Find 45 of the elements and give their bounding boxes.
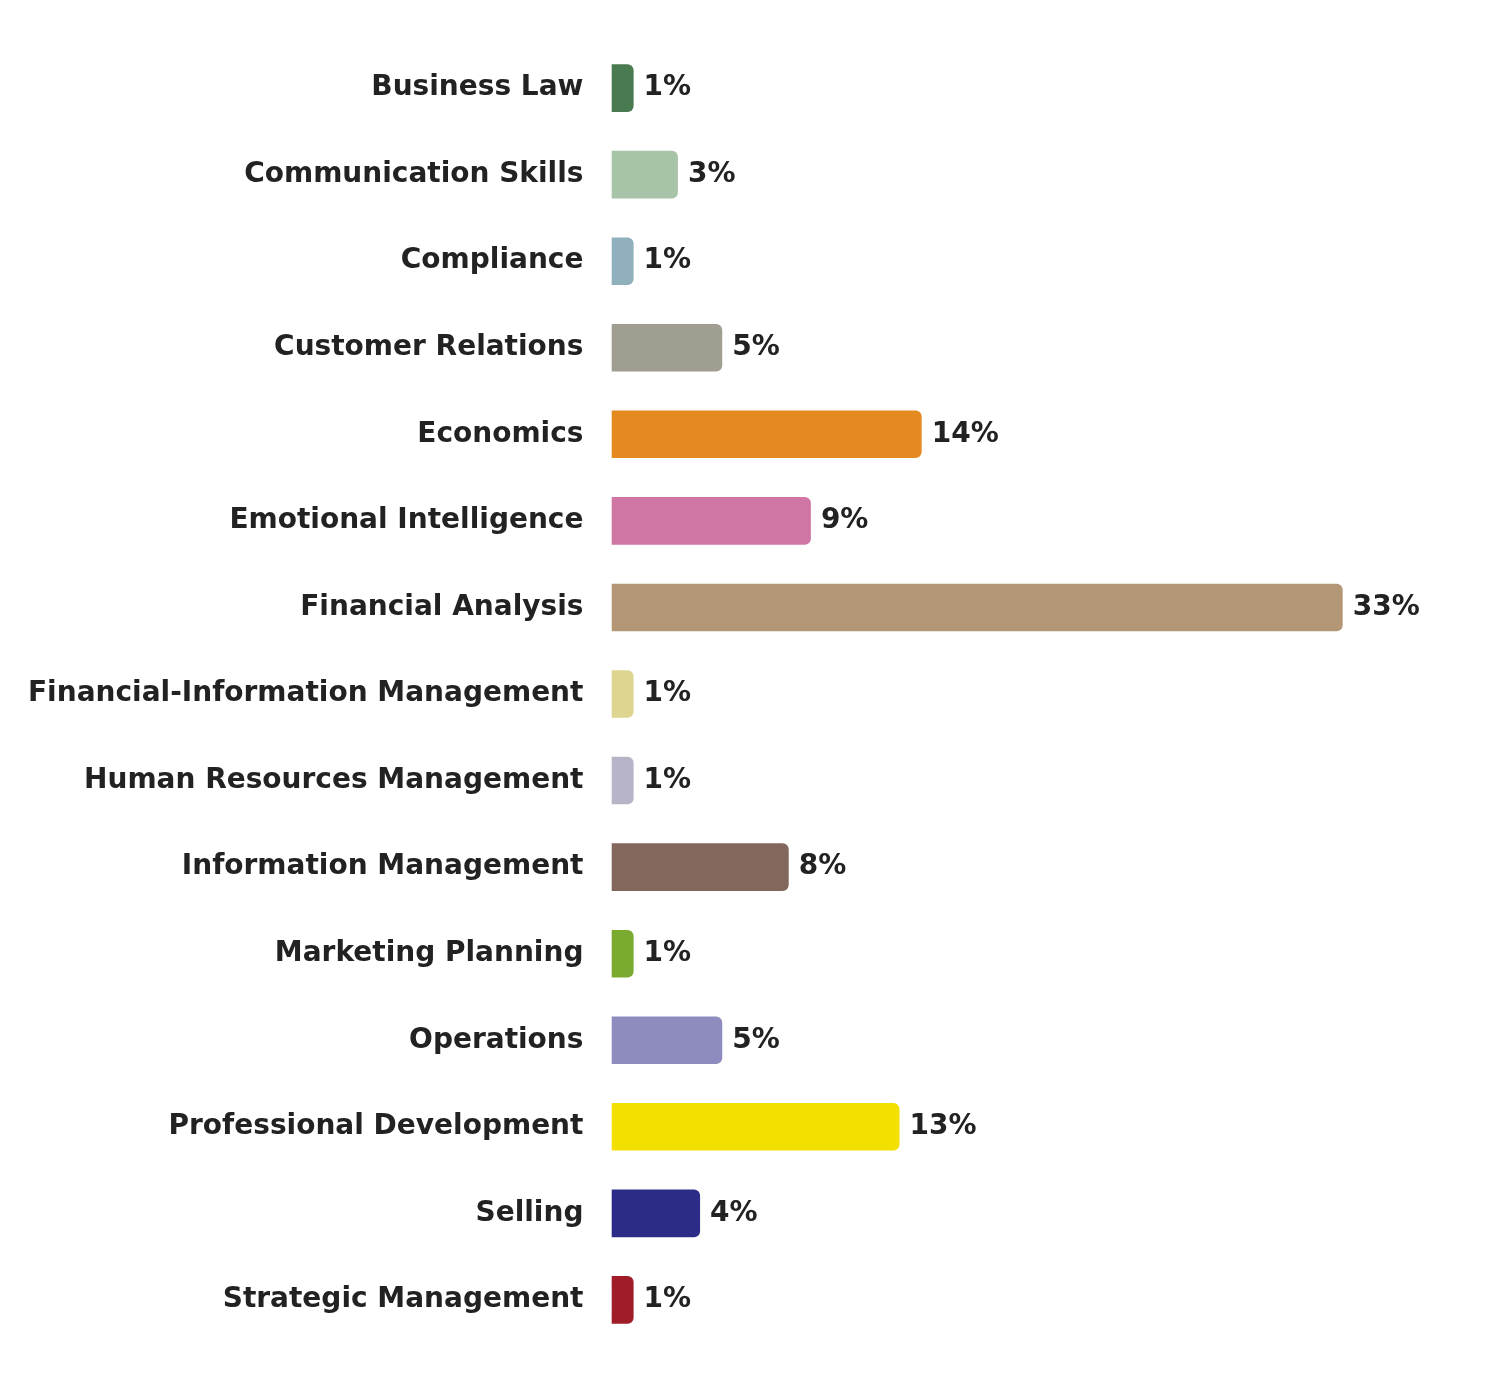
bar [611, 237, 634, 285]
y-tick-label: Selling [475, 1194, 584, 1228]
data-label: 14% [931, 415, 999, 449]
y-tick-label: Business Law [371, 69, 584, 103]
data-label: 5% [732, 1021, 780, 1055]
bar [611, 756, 634, 805]
data-label: 1% [643, 1281, 692, 1315]
y-tick-label: Information Management [181, 848, 584, 882]
bar [611, 497, 811, 545]
data-label: 3% [687, 155, 736, 189]
data-label: 9% [820, 502, 869, 536]
y-tick-label: Human Resources Management [84, 761, 584, 795]
bar [611, 150, 678, 199]
bar [611, 1276, 634, 1324]
data-label: 4% [710, 1194, 758, 1228]
y-tick-label: Financial Analysis [300, 588, 584, 622]
bar [611, 1189, 701, 1238]
data-label: 1% [643, 675, 692, 709]
bar [611, 583, 1343, 632]
y-tick-label: Professional Development [168, 1108, 584, 1142]
y-tick-label: Financial-Information Management [27, 675, 584, 709]
bar [611, 323, 723, 372]
y-tick-label: Marketing Planning [274, 934, 584, 968]
y-tick-label: Compliance [400, 242, 584, 276]
data-label: 1% [643, 761, 692, 795]
data-label: 1% [643, 242, 692, 276]
bar [611, 929, 634, 978]
y-tick-label: Operations [409, 1021, 584, 1055]
bar [611, 1016, 723, 1065]
data-label: 5% [732, 329, 780, 363]
y-tick-label: Emotional Intelligence [229, 502, 584, 536]
bar [611, 410, 922, 459]
bar [611, 843, 789, 891]
y-tick-label: Customer Relations [274, 329, 584, 363]
data-label: 8% [798, 848, 847, 882]
bar [611, 1103, 900, 1151]
data-label: 33% [1352, 588, 1420, 622]
data-label: 1% [643, 69, 692, 103]
bar [611, 64, 634, 112]
data-label: 13% [909, 1108, 977, 1142]
y-tick-label: Strategic Management [222, 1281, 584, 1315]
data-label: 1% [643, 934, 692, 968]
y-tick-label: Communication Skills [244, 155, 584, 189]
y-tick-label: Economics [417, 415, 584, 449]
bar [611, 670, 634, 718]
